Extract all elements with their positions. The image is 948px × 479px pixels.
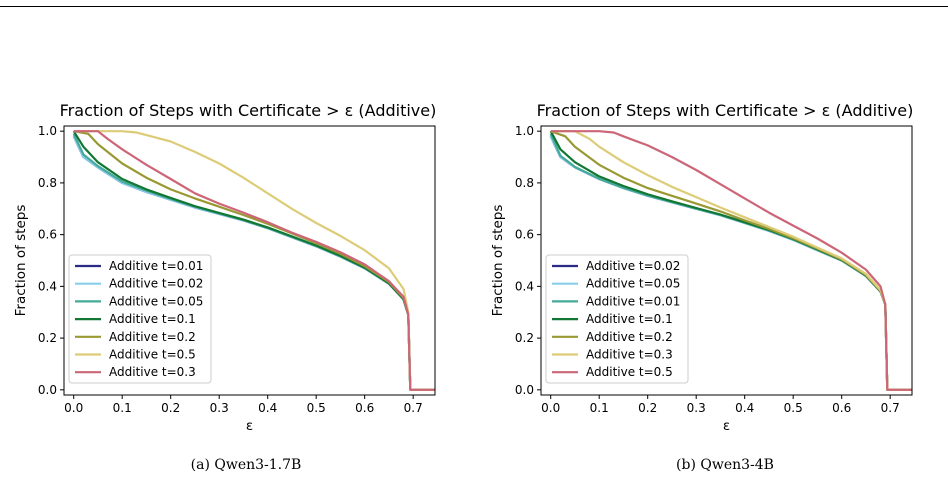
legend-label: Additive t=0.02 <box>109 277 203 291</box>
legend-label: Additive t=0.5 <box>109 348 196 362</box>
y-tick-label: 0.8 <box>515 176 534 190</box>
x-tick-label: 0.7 <box>881 401 900 415</box>
series-line-6 <box>73 130 435 391</box>
x-tick-label: 0.3 <box>210 401 229 415</box>
legend-label: Additive t=0.2 <box>586 330 673 344</box>
x-tick-label: 0.2 <box>161 401 180 415</box>
x-tick-label: 0.0 <box>541 401 560 415</box>
series-line-5 <box>73 130 435 391</box>
legend: Additive t=0.02 Additive t=0.05 Additive t… <box>545 254 689 384</box>
chart-panel-1: Fraction of Steps with Certificate > ε (… <box>490 101 913 473</box>
y-tick-label: 0.6 <box>515 228 534 242</box>
y-tick-label: 0.0 <box>38 383 57 397</box>
y-axis-label: Fraction of steps <box>490 205 506 317</box>
y-tick-label: 1.0 <box>515 124 534 138</box>
legend-label: Additive t=0.01 <box>109 259 203 273</box>
x-tick-label: 0.1 <box>113 401 132 415</box>
legend-label: Additive t=0.05 <box>586 277 680 291</box>
chart-title: Fraction of Steps with Certificate > ε (… <box>60 101 437 120</box>
x-tick-label: 0.5 <box>307 401 326 415</box>
x-tick-label: 0.6 <box>355 401 374 415</box>
legend-box <box>68 254 212 384</box>
series-line-6 <box>550 130 912 391</box>
plot-frame <box>63 125 436 396</box>
y-tick-label: 0.4 <box>515 279 534 293</box>
figure-caption: (a) Qwen3-1.7B <box>191 457 302 473</box>
legend: Additive t=0.01 Additive t=0.02 Additive t… <box>68 254 212 384</box>
legend-label: Additive t=0.02 <box>586 259 680 273</box>
chart-title: Fraction of Steps with Certificate > ε (… <box>537 101 914 120</box>
x-tick-label: 0.5 <box>784 401 803 415</box>
legend-label: Additive t=0.3 <box>586 348 673 362</box>
legend-label: Additive t=0.2 <box>109 330 196 344</box>
legend-label: Additive t=0.1 <box>586 312 673 326</box>
plot-frame <box>540 125 913 396</box>
y-tick-label: 0.8 <box>38 176 57 190</box>
x-tick-label: 0.1 <box>590 401 609 415</box>
legend-label: Additive t=0.3 <box>109 365 196 379</box>
legend-label: Additive t=0.05 <box>109 294 203 308</box>
x-tick-label: 0.0 <box>64 401 83 415</box>
y-tick-label: 0.6 <box>38 228 57 242</box>
chart-panel-0: Fraction of Steps with Certificate > ε (… <box>13 101 436 473</box>
x-tick-label: 0.6 <box>832 401 851 415</box>
y-tick-label: 1.0 <box>38 124 57 138</box>
series-group <box>72 130 435 391</box>
legend-label: Additive t=0.5 <box>586 365 673 379</box>
y-tick-label: 0.2 <box>38 331 57 345</box>
legend-label: Additive t=0.01 <box>586 294 680 308</box>
legend-box <box>545 254 689 384</box>
top-rule <box>0 6 948 7</box>
x-axis-label: ε <box>723 418 730 434</box>
x-tick-label: 0.2 <box>638 401 657 415</box>
y-tick-label: 0.0 <box>515 383 534 397</box>
y-axis-label: Fraction of steps <box>13 205 29 317</box>
legend-label: Additive t=0.1 <box>109 312 196 326</box>
y-tick-label: 0.2 <box>515 331 534 345</box>
figure-caption: (b) Qwen3-4B <box>676 457 774 473</box>
x-tick-label: 0.7 <box>404 401 423 415</box>
x-axis-label: ε <box>246 418 253 434</box>
x-tick-label: 0.4 <box>735 401 754 415</box>
x-tick-label: 0.4 <box>258 401 277 415</box>
x-tick-label: 0.3 <box>687 401 706 415</box>
series-group <box>549 130 912 391</box>
y-tick-label: 0.4 <box>38 279 57 293</box>
